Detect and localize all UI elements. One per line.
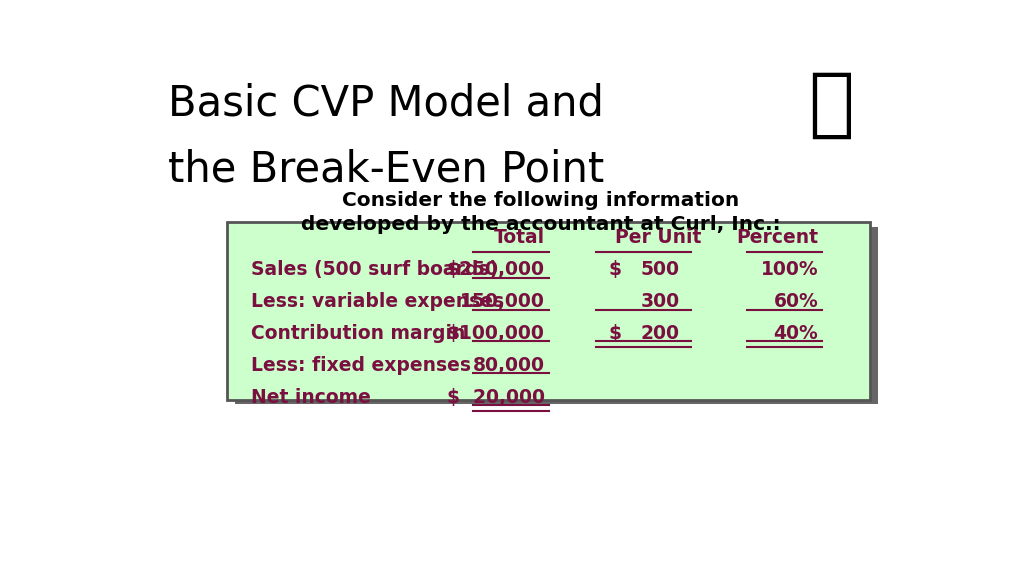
Text: Basic CVP Model and: Basic CVP Model and: [168, 82, 603, 124]
Text: 🏄: 🏄: [809, 68, 854, 142]
Text: 80,000: 80,000: [473, 356, 545, 375]
Text: 300: 300: [640, 292, 680, 311]
Text: Per Unit: Per Unit: [614, 228, 700, 247]
Text: $: $: [608, 260, 622, 279]
Text: Less: variable expenses: Less: variable expenses: [251, 292, 504, 311]
FancyBboxPatch shape: [236, 226, 878, 404]
Text: Percent: Percent: [736, 228, 818, 247]
Text: $100,000: $100,000: [446, 324, 545, 343]
Text: Net income: Net income: [251, 388, 371, 407]
FancyBboxPatch shape: [227, 222, 870, 400]
Text: 500: 500: [641, 260, 680, 279]
Text: Total: Total: [494, 228, 545, 247]
Text: developed by the accountant at Curl, Inc.:: developed by the accountant at Curl, Inc…: [301, 215, 780, 234]
Text: 200: 200: [641, 324, 680, 343]
Text: Less: fixed expenses: Less: fixed expenses: [251, 356, 471, 375]
Text: 60%: 60%: [774, 292, 818, 311]
Text: Consider the following information: Consider the following information: [342, 191, 739, 210]
Text: Sales (500 surf boards): Sales (500 surf boards): [251, 260, 498, 279]
Text: $250,000: $250,000: [446, 260, 545, 279]
Text: $  20,000: $ 20,000: [446, 388, 545, 407]
Text: 40%: 40%: [774, 324, 818, 343]
Text: 100%: 100%: [761, 260, 818, 279]
Text: the Break-Even Point: the Break-Even Point: [168, 149, 604, 191]
Text: Contribution margin: Contribution margin: [251, 324, 465, 343]
Text: 150,000: 150,000: [460, 292, 545, 311]
Text: $: $: [608, 324, 622, 343]
